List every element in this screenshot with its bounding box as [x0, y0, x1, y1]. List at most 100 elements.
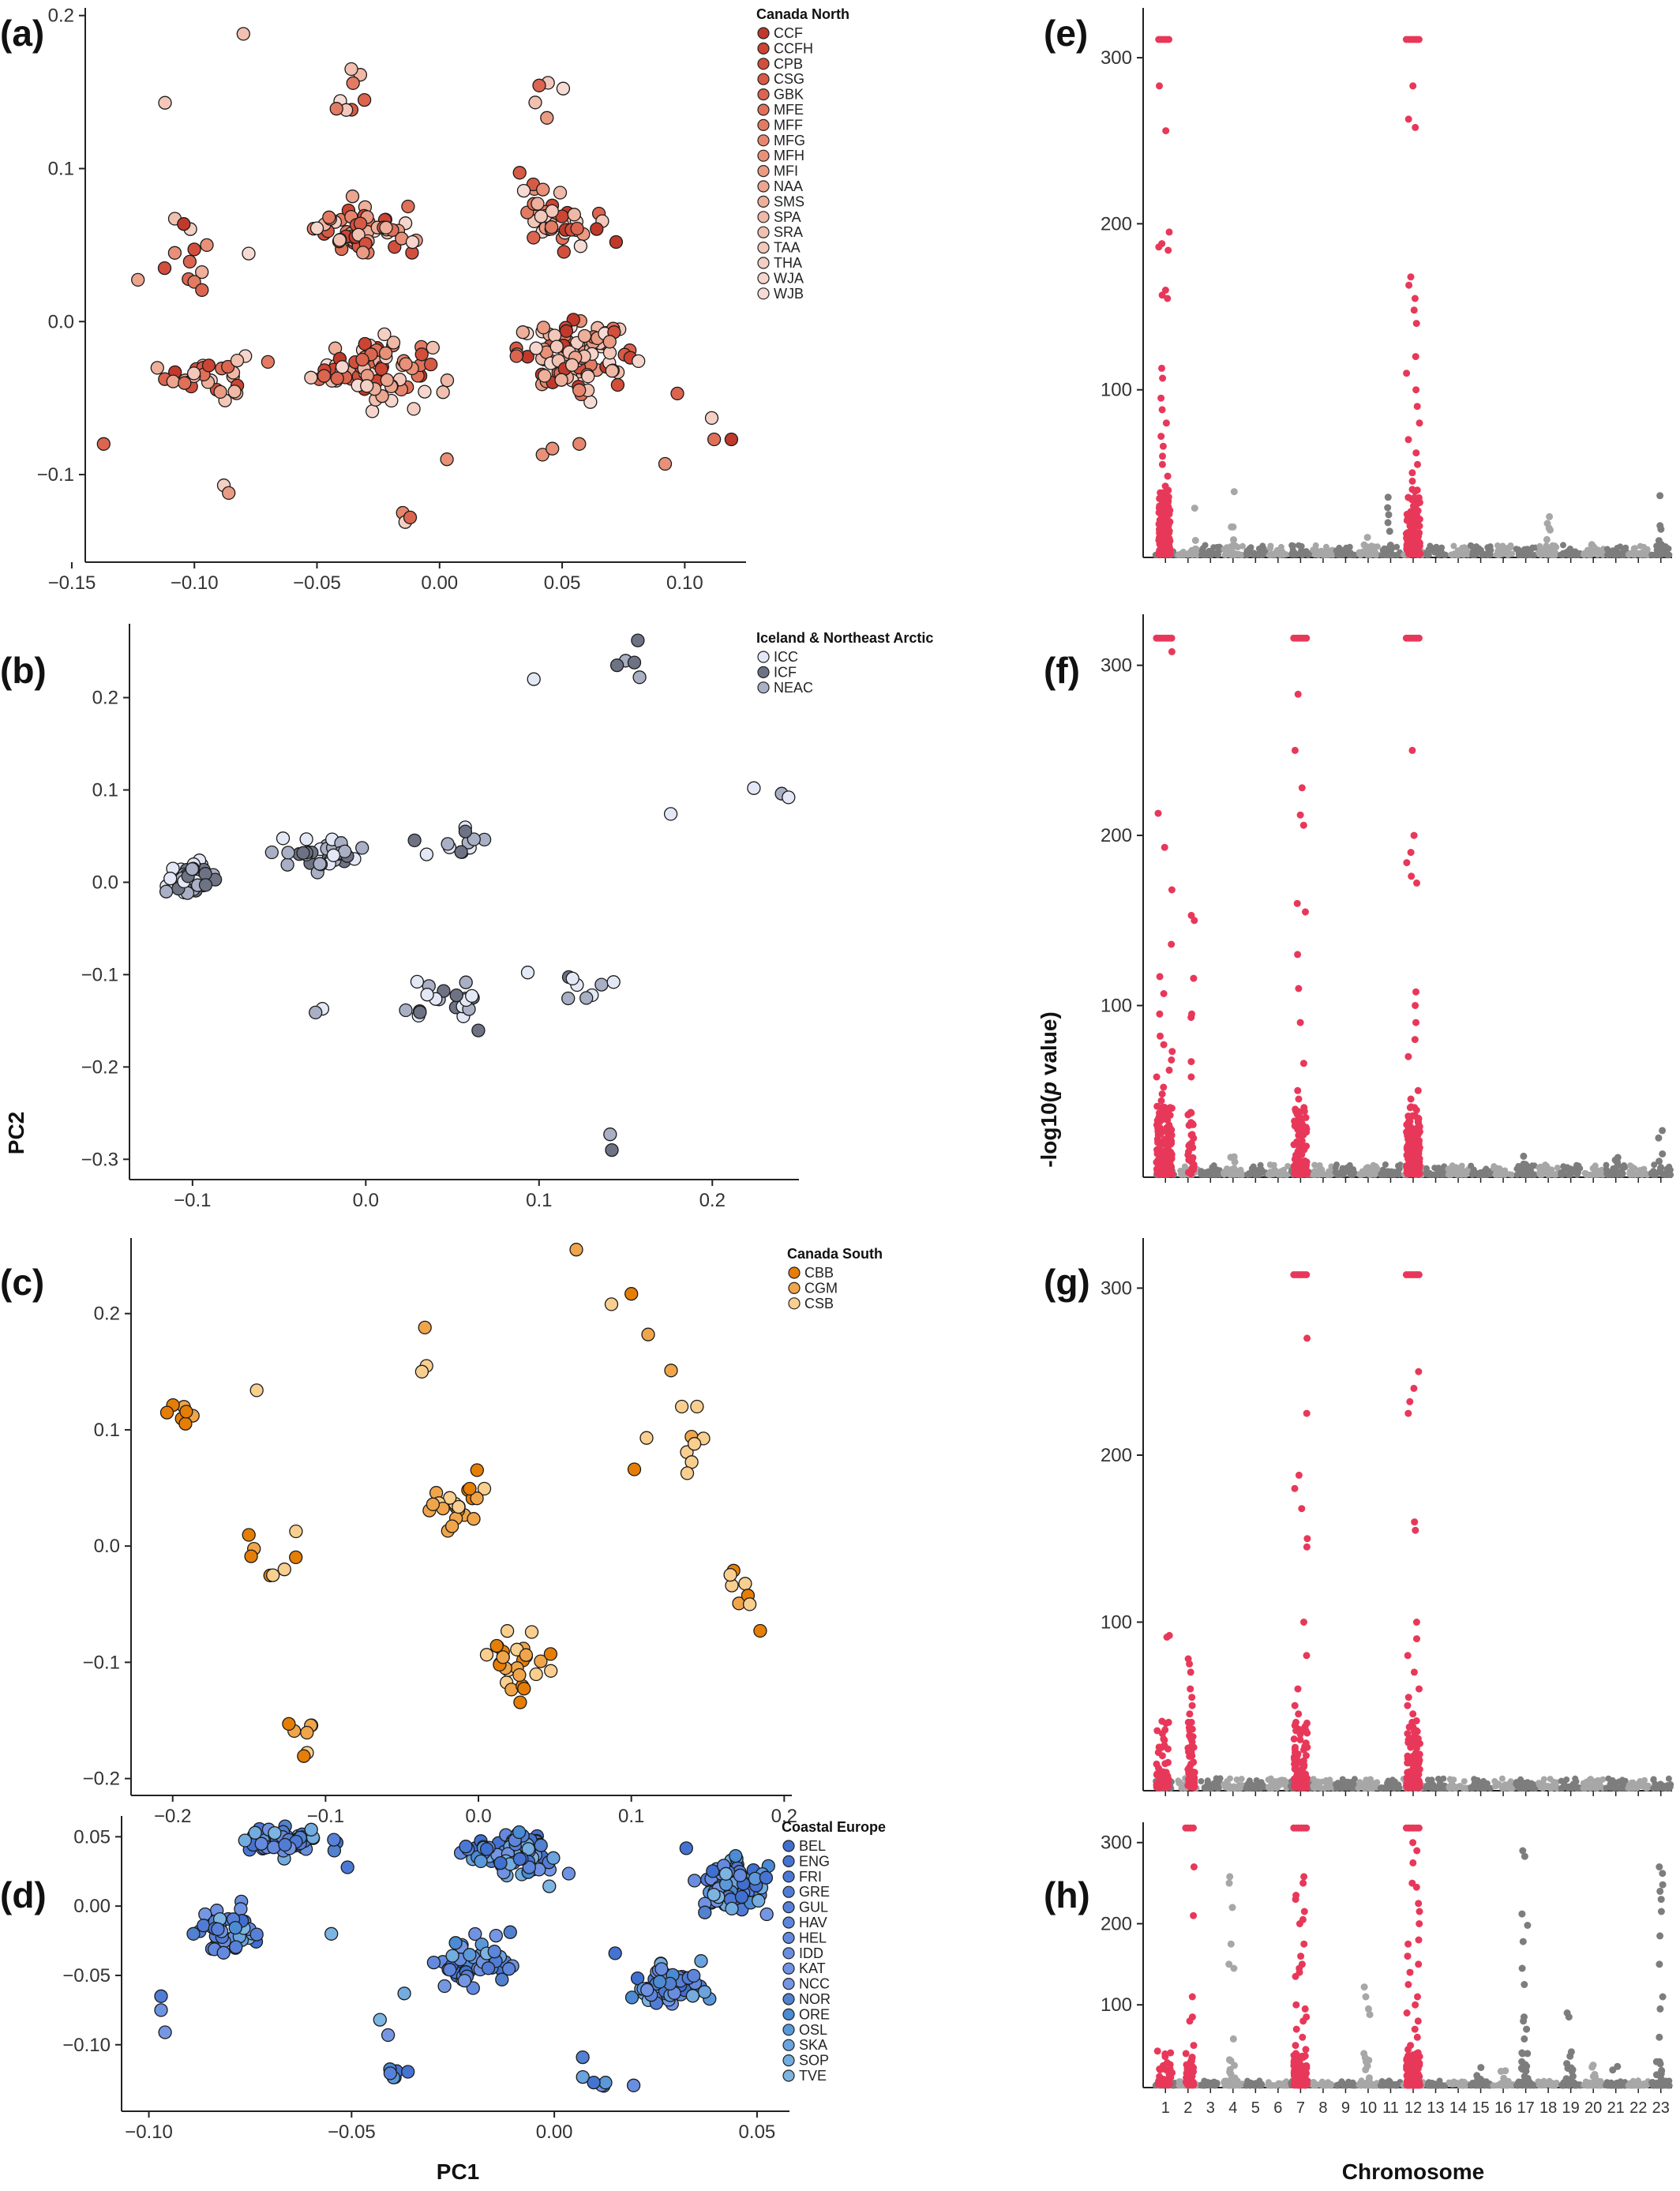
snp-point	[1411, 493, 1418, 501]
data-point	[159, 1405, 174, 1420]
snp-point	[1558, 1777, 1565, 1784]
legend-label: NCC	[799, 1976, 830, 1992]
snp-point	[1164, 1718, 1172, 1726]
data-point	[663, 807, 678, 821]
snp-point	[1498, 551, 1505, 558]
data-point	[296, 846, 310, 860]
data-point	[627, 1462, 642, 1476]
snp-point	[1499, 545, 1506, 552]
snp-point	[1490, 2082, 1497, 2089]
snp-point	[1477, 1171, 1484, 1178]
snp-point	[1515, 1784, 1522, 1791]
snp-point	[1414, 507, 1422, 515]
snp-point	[1288, 550, 1296, 557]
snp-point	[1154, 1124, 1162, 1132]
data-point	[467, 832, 481, 846]
snp-point	[1458, 1162, 1465, 1169]
snp-point	[1603, 1166, 1610, 1173]
data-point	[707, 1888, 721, 1902]
snp-point	[1154, 1165, 1162, 1173]
y-tick-label: 300	[1101, 655, 1132, 677]
snp-point	[1404, 1730, 1412, 1738]
data-point	[544, 220, 559, 234]
snp-point	[1536, 542, 1543, 550]
snp-point	[1633, 1784, 1640, 1791]
snp-point	[1395, 1167, 1402, 1174]
snp-point	[1415, 634, 1423, 642]
data-point	[182, 254, 197, 269]
data-point	[304, 370, 318, 385]
snp-point	[1277, 1171, 1284, 1178]
snp-point	[1575, 1162, 1582, 1169]
snp-point	[1159, 374, 1167, 382]
snp-point	[1389, 1776, 1396, 1784]
data-point	[399, 1003, 413, 1018]
data-point	[167, 246, 182, 260]
chromosome-label: 10	[1359, 2099, 1377, 2117]
data-point	[688, 1874, 702, 1888]
snp-point	[1290, 1162, 1298, 1170]
snp-point	[1336, 544, 1343, 551]
data-point	[236, 27, 250, 41]
snp-point	[1164, 1775, 1172, 1783]
snp-point	[1295, 1095, 1303, 1103]
snp-point	[1187, 1735, 1195, 1743]
data-point	[440, 452, 454, 467]
legend-label: KAT	[799, 1960, 826, 1976]
data-point	[195, 264, 209, 280]
data-point	[309, 1005, 323, 1020]
data-point	[351, 227, 366, 242]
snp-point	[1588, 1776, 1594, 1783]
snp-point	[1363, 1165, 1370, 1172]
snp-point	[1611, 1156, 1619, 1164]
snp-point	[1504, 1782, 1511, 1789]
data-point	[300, 1725, 314, 1740]
data-point	[752, 1893, 766, 1908]
data-point	[276, 831, 291, 846]
snp-point	[1618, 1776, 1626, 1784]
snp-point	[1411, 295, 1419, 302]
y-tick-label: 0.1	[92, 780, 118, 801]
snp-point	[1211, 1169, 1218, 1176]
snp-point	[1607, 1784, 1614, 1791]
data-point	[426, 1955, 441, 1970]
y-tick-label: −0.2	[83, 1769, 120, 1790]
snp-point	[1290, 542, 1296, 550]
data-point	[512, 1851, 527, 1866]
data-point	[513, 1695, 527, 1709]
data-point	[534, 209, 548, 223]
snp-point	[1570, 551, 1577, 558]
legend-label: FRI	[799, 1869, 822, 1885]
data-point	[211, 1922, 225, 1937]
snp-point	[1609, 1776, 1616, 1784]
snp-point	[1322, 543, 1329, 550]
data-point	[465, 989, 479, 1004]
x-tick-label: −0.05	[328, 2122, 376, 2143]
data-point	[463, 1948, 477, 1962]
snp-point	[1190, 1135, 1198, 1142]
y-tick-label: 100	[1101, 380, 1132, 401]
snp-point	[1161, 482, 1169, 490]
snp-point	[1165, 1138, 1173, 1146]
snp-point	[1236, 1170, 1243, 1177]
snp-point	[1294, 1685, 1302, 1693]
snp-point	[1453, 1169, 1460, 1175]
data-point	[477, 1481, 492, 1496]
snp-point	[1291, 746, 1299, 754]
snp-point	[1190, 1743, 1198, 1751]
snp-point	[1187, 1718, 1195, 1726]
y-tick-label: 200	[1101, 1445, 1132, 1466]
snp-point	[1188, 1701, 1196, 1709]
y-tick-label: 0.1	[94, 1420, 120, 1441]
data-point	[543, 1647, 558, 1661]
panels-layer: (a)−0.10.00.10.2−0.15 −0.10 −0.05 0.00 0.05 0…	[0, 6, 1674, 2184]
snp-point	[1322, 1776, 1329, 1784]
data-point	[718, 1866, 733, 1881]
snp-point	[1292, 1718, 1299, 1726]
snp-point	[1164, 1758, 1172, 1766]
snp-point	[1176, 2078, 1183, 2085]
data-point	[528, 96, 542, 110]
snp-point	[1296, 1784, 1303, 1791]
snp-point	[1165, 1124, 1173, 1132]
snp-point	[1412, 123, 1419, 131]
